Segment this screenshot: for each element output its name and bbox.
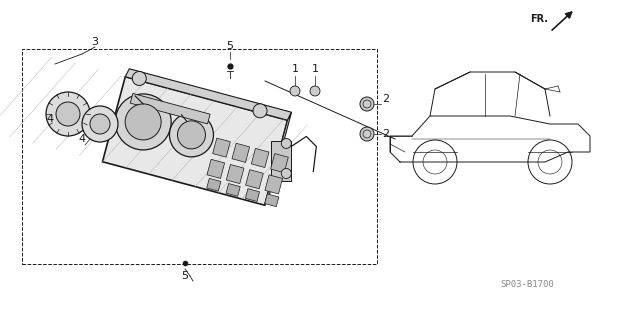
Text: 4: 4 [47, 114, 54, 124]
Bar [265, 194, 279, 207]
Bar [232, 143, 250, 162]
Bar [245, 189, 260, 202]
Bar [246, 170, 263, 189]
Circle shape [290, 86, 300, 96]
Circle shape [132, 71, 147, 85]
Bar [212, 138, 230, 157]
Text: 2: 2 [382, 129, 389, 139]
Circle shape [282, 168, 291, 178]
Text: 5: 5 [227, 41, 234, 51]
Bar [271, 154, 288, 173]
Circle shape [177, 121, 205, 149]
Bar [227, 165, 244, 184]
Circle shape [125, 104, 161, 140]
Polygon shape [265, 112, 292, 205]
Bar [271, 141, 291, 182]
Circle shape [115, 94, 171, 150]
Text: SP03-B1700: SP03-B1700 [500, 280, 554, 289]
Text: 2: 2 [382, 94, 389, 104]
Circle shape [310, 86, 320, 96]
Circle shape [46, 92, 90, 136]
Bar [265, 175, 283, 194]
Text: 4: 4 [79, 134, 86, 144]
Bar [131, 93, 210, 124]
Circle shape [360, 97, 374, 111]
Text: 5: 5 [182, 271, 189, 281]
Bar [226, 183, 240, 196]
Bar [22, 49, 377, 264]
Bar [252, 148, 269, 167]
Polygon shape [102, 77, 287, 205]
Text: 1: 1 [312, 64, 319, 74]
Circle shape [360, 127, 374, 141]
Circle shape [56, 102, 80, 126]
Bar [207, 159, 225, 178]
Text: 3: 3 [92, 37, 99, 47]
Circle shape [170, 113, 214, 157]
Circle shape [82, 106, 118, 142]
Circle shape [253, 104, 267, 118]
Text: 1: 1 [291, 64, 298, 74]
Circle shape [282, 138, 291, 148]
Text: FR.: FR. [530, 14, 548, 24]
Polygon shape [125, 69, 292, 120]
Circle shape [90, 114, 110, 134]
Bar [207, 178, 221, 191]
